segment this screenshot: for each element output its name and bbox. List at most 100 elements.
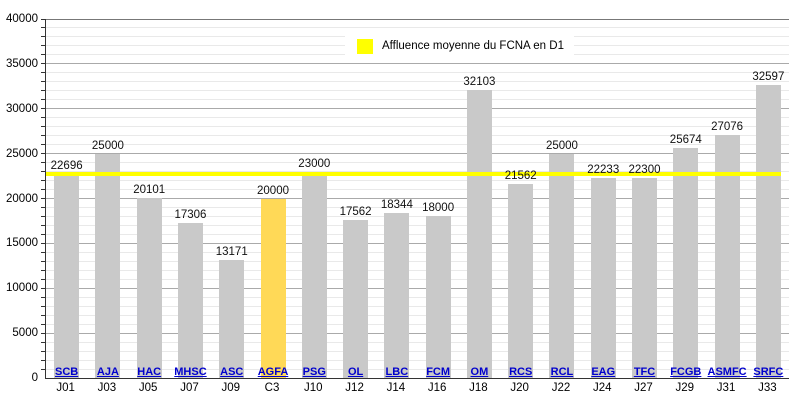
matchday-label: J10: [304, 382, 323, 394]
bar-value-label: 32597: [752, 71, 785, 84]
bar-MHSC: [177, 222, 203, 378]
minor-gridline: [46, 72, 789, 74]
bar-OL: [343, 220, 369, 378]
bar-AJA: [95, 153, 121, 378]
bar-value-label: 18000: [422, 202, 455, 215]
minor-gridline: [46, 27, 789, 29]
bar-value-label: 18344: [380, 199, 413, 212]
y-axis-tick: [41, 126, 46, 128]
y-axis-tick-label: 30000: [6, 102, 38, 115]
y-axis-tick: [41, 341, 46, 343]
legend-label: Affluence moyenne du FCNA en D1: [382, 40, 564, 52]
minor-gridline: [46, 81, 789, 83]
bar-SCB: [54, 174, 80, 378]
y-axis-tick-label: 20000: [6, 192, 38, 205]
y-axis-tick: [41, 108, 46, 110]
y-axis-tick: [41, 198, 46, 199]
plot-area: 22696 25000 20101 17306 13171 20000 23000 17562…: [41, 18, 789, 379]
bar-OM: [466, 89, 492, 378]
matchday-label: J07: [180, 382, 199, 394]
bar-RCS: [508, 184, 534, 378]
bar-value-label: 25000: [545, 139, 578, 152]
club-link-SRFC[interactable]: SRFC: [753, 366, 784, 378]
bar-value-label: 23000: [298, 157, 331, 170]
y-axis-tick: [41, 117, 46, 119]
matchday-label: J31: [716, 382, 736, 394]
major-gridline: [46, 18, 789, 20]
y-axis-tick-label: 25000: [6, 147, 38, 160]
y-axis-tick: [41, 99, 46, 101]
matchday-label: J01: [56, 382, 75, 394]
bar-value-label: 25674: [669, 133, 702, 146]
y-axis-tick: [41, 332, 46, 334]
y-axis-tick: [41, 287, 46, 289]
matchday-label: J33: [758, 382, 777, 394]
matchday-label: J27: [634, 382, 653, 394]
bar-value-label: 20101: [133, 183, 166, 196]
matchday-label: J22: [551, 382, 571, 394]
bar-value-label: 32103: [463, 75, 496, 88]
y-axis-tick: [41, 224, 46, 226]
bar-TFC: [632, 177, 658, 378]
matchday-label: C3: [264, 382, 280, 394]
y-axis-tick-label: 40000: [6, 13, 38, 25]
matchday-label: J14: [386, 382, 406, 394]
bar-PSG: [301, 171, 327, 378]
average-line: [46, 172, 781, 177]
minor-gridline: [46, 117, 789, 119]
bar-RCL: [549, 153, 575, 378]
y-axis-tick-label: 0: [31, 372, 38, 384]
y-axis-tick: [41, 242, 46, 244]
y-axis-tick: [41, 162, 46, 164]
y-axis-tick: [41, 180, 46, 182]
bar-value-label: 20000: [257, 184, 289, 197]
y-axis-tick: [41, 260, 46, 262]
matchday-label: J12: [345, 382, 364, 394]
y-axis-tick: [41, 72, 46, 74]
y-axis-tick: [41, 36, 46, 38]
y-axis-tick: [41, 63, 46, 65]
bar-value-label: 17562: [339, 206, 372, 219]
legend-color-swatch: [357, 38, 373, 54]
y-axis-tick-label: 5000: [12, 327, 38, 340]
bar-EAG: [590, 178, 616, 378]
y-axis-tick: [41, 314, 46, 316]
y-axis-tick: [41, 45, 46, 47]
y-axis-tick-label: 15000: [6, 237, 38, 250]
y-axis-tick: [41, 54, 46, 56]
matchday-label: J05: [138, 382, 158, 394]
y-axis-tick: [41, 233, 46, 235]
major-gridline: [46, 108, 789, 110]
bar-value-label: 13171: [215, 245, 248, 258]
y-axis-tick: [41, 323, 46, 325]
y-axis-tick: [41, 296, 46, 298]
y-axis-tick: [41, 18, 46, 20]
y-axis-tick: [41, 251, 46, 253]
bar-ASC: [219, 259, 245, 378]
bar-value-label: 25000: [91, 139, 124, 152]
y-axis-tick: [41, 305, 46, 307]
bar-value-label: 22233: [587, 164, 620, 177]
y-axis-tick: [41, 359, 46, 361]
y-axis-tick: [41, 215, 46, 217]
y-axis-tick: [41, 350, 46, 352]
y-axis-tick: [41, 90, 46, 92]
bar-FCGB: [673, 147, 699, 378]
y-axis-tick: [41, 269, 46, 271]
bar-LBC: [384, 213, 410, 378]
y-axis-tick: [41, 81, 46, 83]
y-axis-tick-label: 35000: [6, 57, 38, 70]
bar-value-label: 22696: [50, 160, 83, 173]
y-axis-tick-label: 10000: [6, 282, 38, 295]
legend: Affluence moyenne du FCNA en D1: [345, 34, 574, 58]
bar-FCM: [425, 216, 451, 378]
y-axis-tick: [41, 153, 46, 155]
y-axis-tick: [41, 189, 46, 191]
matchday-label: J09: [221, 382, 241, 394]
bar-value-label: 22300: [628, 163, 661, 176]
minor-gridline: [46, 126, 789, 128]
bar-AGFA: [260, 198, 286, 378]
bar-value-label: 17306: [174, 208, 207, 221]
matchday-label: J24: [592, 382, 612, 394]
